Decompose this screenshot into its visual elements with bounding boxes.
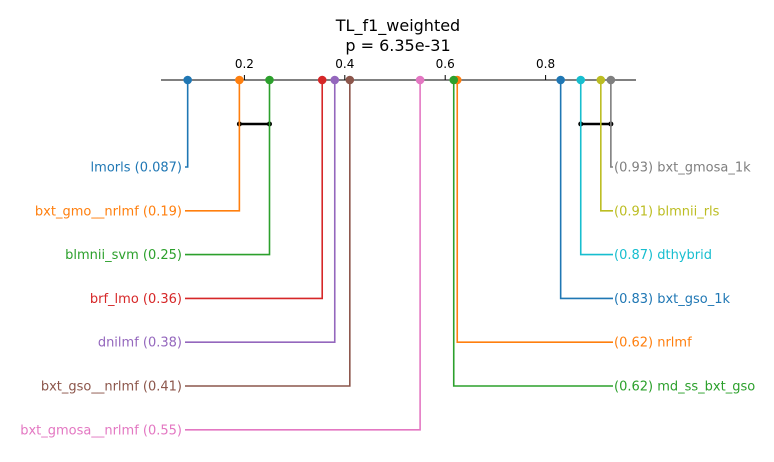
method-markers [183, 75, 616, 85]
label-brf-lmo: brf_lmo (0.36) [90, 292, 182, 307]
marker-bxt-gmosa-nrlmf [415, 75, 425, 85]
marker-blmnii-rls [596, 75, 606, 85]
tick-label-0-2: 0.2 [235, 57, 254, 71]
marker-bxt-gso-1k [556, 75, 565, 85]
label-blmnii-rls: (0.91) blmnii_rls [614, 204, 720, 219]
label-bxt-gmosa-nrlmf: bxt_gmosa__nrlmf (0.55) [20, 423, 182, 438]
chart-title: TL_f1_weighted [335, 16, 460, 36]
marker-brf-lmo [317, 75, 327, 85]
label-md-ss-bxt-gso: (0.62) md_ss_bxt_gso [614, 380, 755, 395]
connector-bxt-gso-1k [559, 80, 613, 300]
marker-bxt-gmosa-1k [606, 75, 616, 85]
connector-nrlmf [456, 80, 613, 344]
connector-bxt-gmosa-1k [610, 80, 613, 168]
marker-bxt-gmo-nrlmf [235, 75, 244, 85]
marker-blmnii-svm [265, 75, 274, 85]
connector-bxt-gso-nrlmf [185, 80, 351, 387]
connector-dnilmf [185, 80, 336, 344]
connector-dthybrid [579, 80, 613, 256]
connector-md-ss-bxt-gso [452, 80, 613, 387]
marker-dnilmf [330, 75, 340, 85]
axis-ticks: 0.2 0.4 0.6 0.8 [235, 57, 555, 80]
label-lmorls: lmorls (0.087) [91, 161, 182, 176]
marker-bxt-gso-nrlmf [345, 75, 355, 85]
connector-bxt-gmosa-nrlmf [185, 80, 421, 431]
tick-label-0-8: 0.8 [536, 57, 555, 71]
connector-bxt-gmo-nrlmf [185, 80, 241, 212]
tick-label-0-6: 0.6 [436, 57, 455, 71]
marker-md-ss-bxt-gso [449, 75, 459, 85]
tick-label-0-4: 0.4 [335, 57, 354, 71]
label-dthybrid: (0.87) dthybrid [614, 248, 712, 263]
label-bxt-gso-1k: (0.83) bxt_gso_1k [614, 292, 731, 307]
label-blmnii-svm: blmnii_svm (0.25) [65, 248, 182, 263]
label-dnilmf: dnilmf (0.38) [98, 336, 182, 351]
chart-subtitle: p = 6.35e-31 [345, 36, 450, 55]
label-nrlmf: (0.62) nrlmf [614, 336, 692, 351]
connector-lmorls [185, 80, 189, 168]
marker-dthybrid [576, 75, 586, 85]
method-labels: lmorls (0.087) bxt_gmo__nrlmf (0.19) blmni… [20, 161, 755, 439]
connector-blmnii-svm [185, 80, 271, 256]
clique-bars [236, 121, 614, 127]
connector-blmnii-rls [600, 80, 613, 212]
method-connectors [185, 80, 613, 431]
label-bxt-gmosa-1k: (0.93) bxt_gmosa_1k [614, 161, 751, 176]
marker-lmorls [183, 75, 192, 85]
label-bxt-gso-nrlmf: bxt_gso__nrlmf (0.41) [41, 380, 182, 395]
label-bxt-gmo-nrlmf: bxt_gmo__nrlmf (0.19) [35, 204, 182, 219]
connector-brf-lmo [185, 80, 324, 300]
